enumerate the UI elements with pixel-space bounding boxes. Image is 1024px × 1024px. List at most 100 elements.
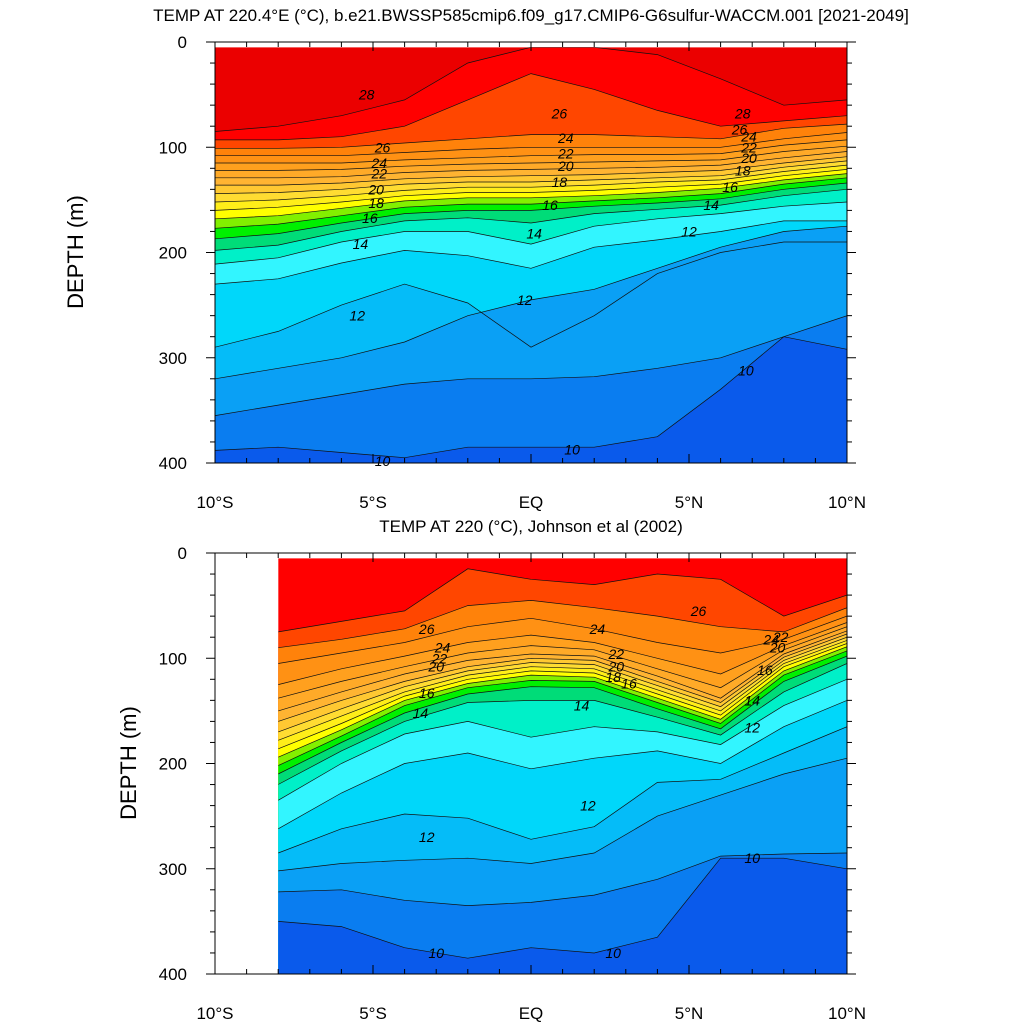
y-tick-label: 100 [159,649,187,668]
contour-label: 26 [551,106,568,122]
x-tick-label: 10°N [828,493,866,512]
isotherm-line [215,201,847,265]
contour-label: 22 [608,646,625,662]
isotherm-line [215,241,847,348]
contour-label: 24 [762,631,779,647]
contour-label: 24 [589,621,606,637]
isotherm-line [278,726,847,854]
contour-label: 28 [734,106,751,122]
contour-label: 24 [557,130,574,146]
x-tick-label: EQ [519,493,544,512]
contour-label: 24 [740,129,757,145]
contour-label: 16 [621,676,637,692]
contour-label: 12 [681,223,697,239]
x-tick-label: 5°S [359,1004,387,1023]
isotherm-line [215,169,847,211]
contour-label: 16 [722,179,738,195]
contour-label: 14 [413,705,429,721]
contour-label: 10 [375,453,391,469]
contour-label: 16 [542,197,558,213]
contour-label: 18 [368,195,384,211]
contour-label: 16 [757,662,773,678]
isotherm-line [278,630,847,712]
isotherm-line [278,633,847,722]
isotherm-line [278,600,847,649]
isotherm-line [278,757,847,872]
isotherm-line [278,646,847,758]
isotherm-line [278,636,847,733]
contour-label: 14 [744,692,760,708]
contour-label: 20 [608,659,625,675]
isotherm-line [278,615,847,664]
contour-label: 12 [744,720,760,736]
chart-title: TEMP AT 220 (°C), Johnson et al (2002) [379,517,683,536]
isotherm-line [278,626,847,699]
contour-label: 12 [349,308,365,324]
isotherm-line [215,160,847,194]
contour-label: 20 [557,158,574,174]
contour-label: 22 [431,650,448,666]
x-tick-label: EQ [519,1004,544,1023]
contour-label: 20 [427,659,444,675]
contour-label: 12 [419,829,435,845]
isotherm-line [278,857,847,959]
isotherm-line [215,156,847,186]
isotherm-line [278,655,847,775]
isotherm-line [215,173,847,220]
isotherm-line [215,145,847,171]
y-tick-label: 300 [159,349,187,368]
x-tick-label: 5°N [675,493,704,512]
isotherm-line [215,164,847,203]
contour-label: 18 [735,162,751,178]
contour-label: 12 [517,292,533,308]
x-tick-label: 10°N [828,1004,866,1023]
isotherm-line [215,225,847,380]
contour-label: 14 [574,698,590,714]
isotherm-line [278,678,847,801]
contour-label: 24 [371,155,388,171]
y-tick-label: 200 [159,244,187,263]
contour-label: 12 [580,798,596,814]
panel-observed-temperature: TEMP AT 220 (°C), Johnson et al (2002) D… [116,517,866,1023]
contour-label: 16 [419,685,435,701]
isotherm-line [215,336,847,459]
chart-title: TEMP AT 220.4°E (°C), b.e21.BWSSP585cmip… [153,6,909,25]
y-tick-label: 400 [159,454,187,473]
panel-model-temperature: TEMP AT 220.4°E (°C), b.e21.BWSSP585cmip… [63,6,909,512]
contour-label: 24 [434,640,451,656]
y-axis-label: DEPTH (m) [63,195,88,309]
isotherm-line [278,640,847,741]
contour-label: 26 [374,139,391,155]
contour-label: 26 [418,621,435,637]
isotherm-line [278,622,847,685]
contour-label: 10 [738,362,754,378]
isotherm-line [278,663,847,785]
isotherm-line [215,220,847,285]
y-tick-label: 300 [159,860,187,879]
isotherm-line [215,177,847,229]
x-tick-label: 5°S [359,493,387,512]
isotherm-line [278,568,847,633]
isotherm-line [278,700,847,830]
contour-label: 26 [731,121,748,137]
isotherm-line [215,151,847,179]
x-tick-label: 10°S [196,1004,233,1023]
contour-label: 20 [367,181,384,197]
isotherm-line [278,650,847,766]
contour-label: 16 [362,210,378,226]
isotherm-line [215,315,847,416]
contour-label: 20 [769,640,786,656]
contour-label: 26 [690,603,707,619]
isotherm-line [278,852,847,906]
isotherm-line [215,188,847,251]
y-axis-label: DEPTH (m) [116,706,141,820]
contour-label: 20 [740,150,757,166]
y-tick-label: 0 [178,33,187,52]
contour-label: 18 [552,174,568,190]
isotherm-line [215,73,847,141]
contour-label: 22 [740,139,757,155]
contour-label: 28 [358,87,375,103]
